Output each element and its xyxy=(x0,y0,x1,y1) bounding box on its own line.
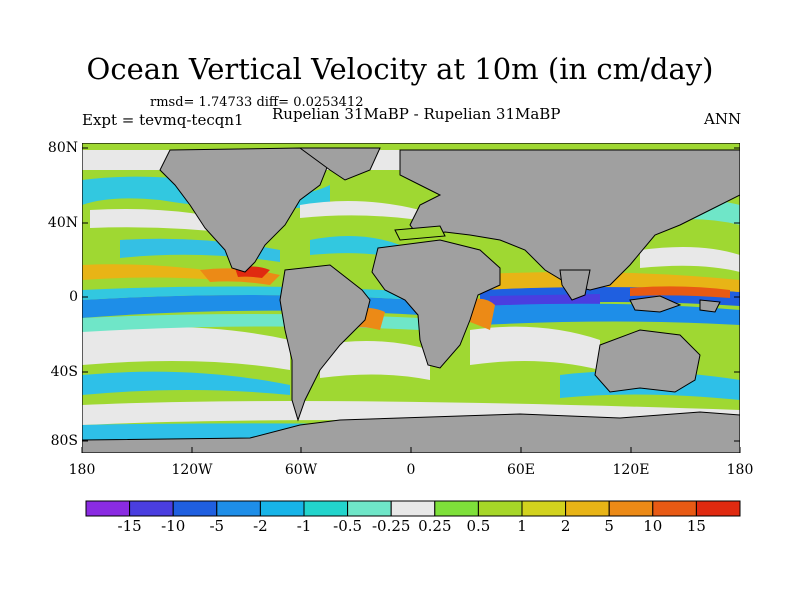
colorbar-label-2: -5 xyxy=(209,517,225,535)
colorbar-swatch-12 xyxy=(608,500,654,517)
colorbar-swatch-10 xyxy=(521,500,567,517)
colorbar-swatch-3 xyxy=(216,500,261,517)
colorbar-label-9: 1 xyxy=(517,517,527,535)
lat-label-40s: 40S xyxy=(50,364,78,380)
colorbar-label-6: -0.25 xyxy=(371,517,411,535)
figure-title: Ocean Vertical Velocity at 10m (in cm/da… xyxy=(86,52,714,86)
axis-ticks xyxy=(81,147,741,453)
colorbar-swatch-6 xyxy=(347,500,392,517)
lon-label-120e: 120E xyxy=(612,462,650,478)
colorbar-label-3: -2 xyxy=(253,517,268,535)
colorbar-label-10: 2 xyxy=(560,517,571,535)
lon-label-180e: 180 xyxy=(726,462,754,478)
experiment-label: Expt = tevmq-tecqn1 xyxy=(82,111,244,129)
colorbar-label-5: -0.5 xyxy=(333,517,363,535)
colorbar-swatch-1 xyxy=(129,500,174,517)
colorbar-swatch-14 xyxy=(695,500,741,517)
colorbar-swatch-5 xyxy=(303,500,349,517)
colorbar-swatch-8 xyxy=(434,500,479,517)
lon-label-120w: 120W xyxy=(171,462,213,478)
colorbar-swatch-4 xyxy=(259,500,305,517)
colorbar-label-7: 0.25 xyxy=(418,517,452,535)
rmsd-diff-stats: rmsd= 1.74733 diff= 0.0253412 xyxy=(150,95,364,110)
period-label: ANN xyxy=(704,110,742,128)
colorbar-label-8: 0.5 xyxy=(466,517,491,535)
colorbar-label-13: 15 xyxy=(686,517,706,535)
colorbar-label-4: -1 xyxy=(296,517,312,535)
colorbar-label-12: 10 xyxy=(643,517,663,535)
colorbar-label-0: -15 xyxy=(117,517,142,535)
lon-label-60w: 60W xyxy=(284,462,318,478)
colorbar-label-11: 5 xyxy=(604,517,614,535)
colorbar-label-1: -10 xyxy=(161,517,186,535)
lat-label-0: 0 xyxy=(69,289,78,305)
colorbar xyxy=(85,500,741,517)
lat-label-80n: 80N xyxy=(47,140,78,156)
colorbar-swatch-0 xyxy=(85,500,131,517)
lon-label-60e: 60E xyxy=(506,462,536,478)
map-panel xyxy=(82,143,740,453)
land-masses xyxy=(82,147,740,453)
equatorial-bands xyxy=(82,266,740,332)
lon-label-180w: 180 xyxy=(68,462,96,478)
lat-label-40n: 40N xyxy=(47,215,78,231)
colorbar-swatch-11 xyxy=(565,500,610,517)
colorbar-swatch-13 xyxy=(652,500,697,517)
colorbar-swatch-7 xyxy=(390,500,436,517)
comparison-subtitle: Rupelian 31MaBP - Rupelian 31MaBP xyxy=(272,105,561,123)
lat-label-80s: 80S xyxy=(50,433,78,449)
lon-label-0: 0 xyxy=(406,462,416,478)
colorbar-swatch-2 xyxy=(172,500,218,517)
colorbar-swatch-9 xyxy=(477,500,523,517)
